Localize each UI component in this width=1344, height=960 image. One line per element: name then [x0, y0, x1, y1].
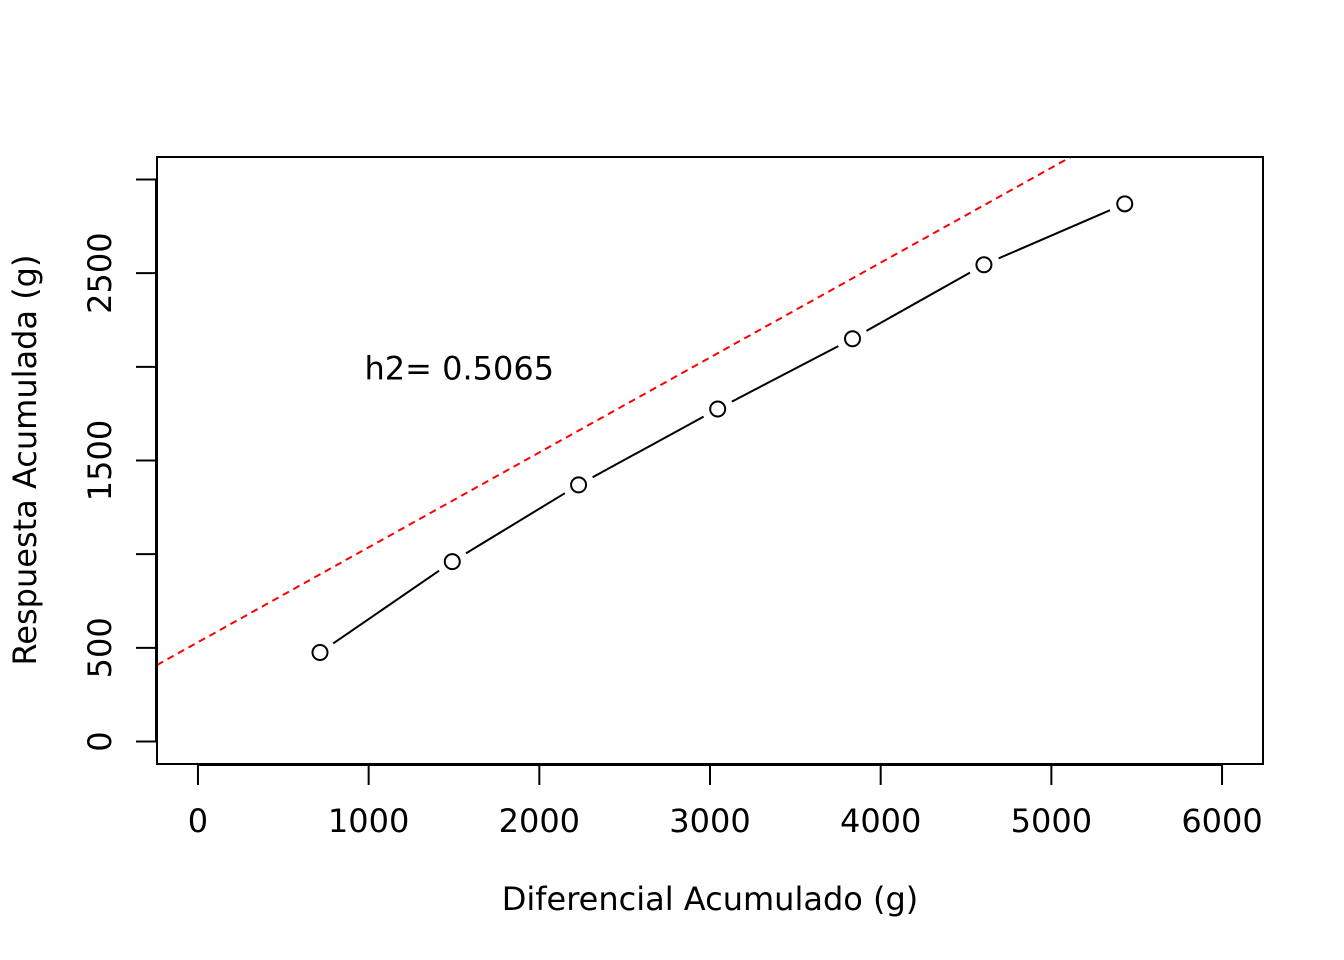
y-axis-title: Respuesta Acumulada (g)	[6, 255, 44, 666]
regression-layer	[157, 157, 1073, 666]
data-point	[311, 644, 329, 662]
data-point	[570, 476, 588, 494]
plot-frame	[156, 156, 1264, 765]
series-segment	[865, 271, 971, 332]
y-tick-label: 2500	[81, 232, 119, 313]
data-point	[975, 256, 993, 274]
series-segment	[731, 345, 839, 403]
x-tick-label: 5000	[1011, 802, 1092, 840]
series-segment	[332, 569, 440, 645]
series-segment	[998, 209, 1111, 260]
data-point	[1116, 195, 1134, 213]
y-tick-label: 0	[81, 731, 119, 751]
x-tick-label: 2000	[499, 802, 580, 840]
x-axis: 0 1000 2000 3000 4000 5000 6000	[188, 764, 1263, 840]
x-tick-label: 0	[188, 802, 208, 840]
data-point	[443, 553, 461, 571]
data-point	[844, 330, 862, 348]
series-layer	[311, 195, 1134, 662]
x-axis-title: Diferencial Acumulado (g)	[502, 880, 919, 918]
data-point	[709, 400, 727, 418]
x-tick-label: 6000	[1181, 802, 1262, 840]
regression-line	[157, 157, 1073, 666]
x-tick-label: 4000	[840, 802, 921, 840]
y-tick-label: 1500	[81, 420, 119, 501]
y-tick-label: 500	[81, 617, 119, 678]
x-tick-label: 3000	[669, 802, 750, 840]
series-segment	[465, 492, 566, 555]
series-segment	[592, 415, 705, 479]
y-axis: 0 500 1500 2500	[81, 178, 157, 752]
x-tick-label: 1000	[328, 802, 409, 840]
annotation-h2: h2= 0.5065	[365, 350, 555, 388]
